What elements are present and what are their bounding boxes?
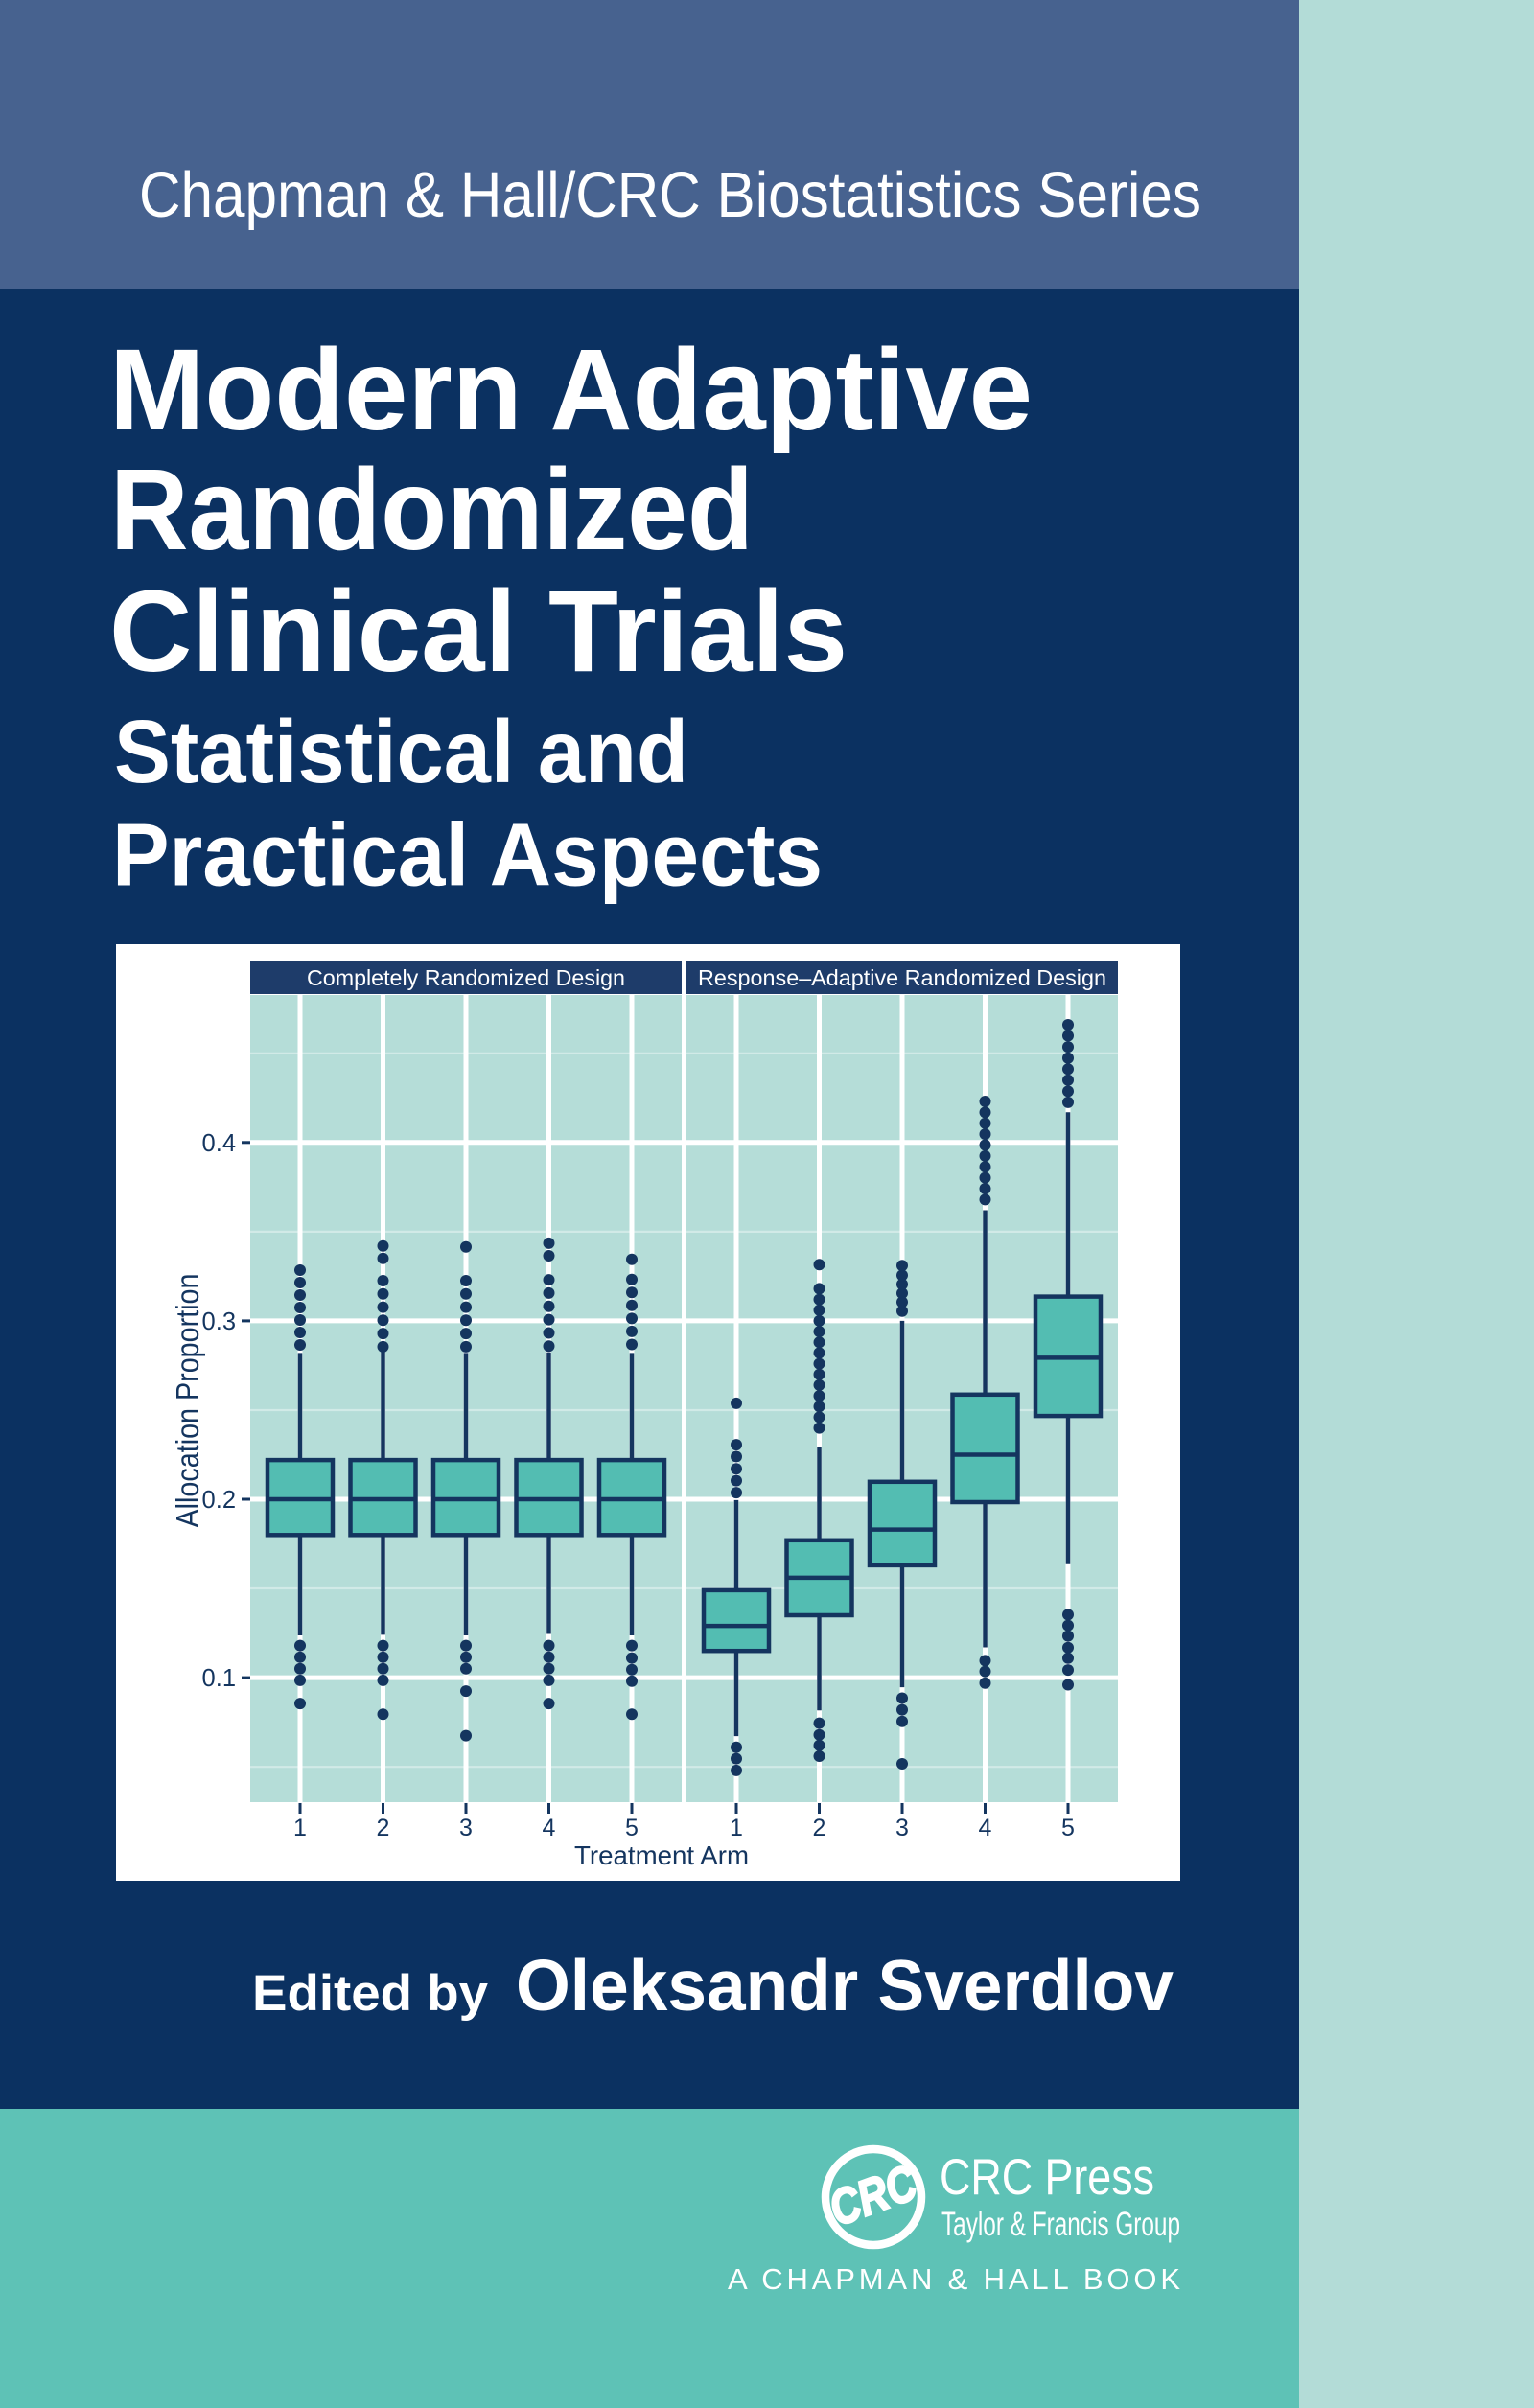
- svg-text:2: 2: [813, 1815, 826, 1841]
- svg-text:4: 4: [979, 1815, 992, 1841]
- svg-text:Treatment Arm: Treatment Arm: [574, 1841, 749, 1870]
- svg-text:Taylor & Francis Group: Taylor & Francis Group: [941, 2206, 1180, 2243]
- svg-text:0.4: 0.4: [202, 1130, 236, 1157]
- svg-text:Edited by: Edited by: [252, 1965, 489, 2022]
- svg-text:Clinical Trials: Clinical Trials: [109, 566, 848, 696]
- svg-text:Oleksandr Sverdlov: Oleksandr Sverdlov: [516, 1945, 1174, 2026]
- svg-text:Practical Aspects: Practical Aspects: [112, 805, 823, 905]
- svg-text:CRC Press: CRC Press: [940, 2149, 1154, 2206]
- svg-text:Modern Adaptive: Modern Adaptive: [109, 324, 1033, 454]
- svg-text:0.3: 0.3: [202, 1308, 236, 1335]
- svg-text:3: 3: [895, 1815, 909, 1841]
- svg-text:1: 1: [293, 1815, 307, 1841]
- svg-text:A CHAPMAN & HALL BOOK: A CHAPMAN & HALL BOOK: [728, 2262, 1180, 2296]
- svg-text:1: 1: [730, 1815, 743, 1841]
- svg-text:4: 4: [543, 1815, 556, 1841]
- svg-text:5: 5: [1061, 1815, 1075, 1841]
- svg-text:Completely Randomized Design: Completely Randomized Design: [307, 965, 625, 990]
- svg-text:Response–Adaptive Randomized D: Response–Adaptive Randomized Design: [698, 965, 1106, 990]
- svg-text:5: 5: [625, 1815, 639, 1841]
- svg-text:Allocation Proportion: Allocation Proportion: [170, 1274, 205, 1528]
- svg-text:Statistical and: Statistical and: [114, 702, 688, 801]
- svg-text:3: 3: [459, 1815, 473, 1841]
- svg-text:0.2: 0.2: [202, 1487, 236, 1514]
- svg-text:Randomized: Randomized: [110, 444, 754, 574]
- svg-text:2: 2: [377, 1815, 390, 1841]
- svg-text:Chapman & Hall/CRC Biostatisti: Chapman & Hall/CRC Biostatistics Series: [139, 159, 1201, 231]
- svg-text:0.1: 0.1: [202, 1665, 236, 1692]
